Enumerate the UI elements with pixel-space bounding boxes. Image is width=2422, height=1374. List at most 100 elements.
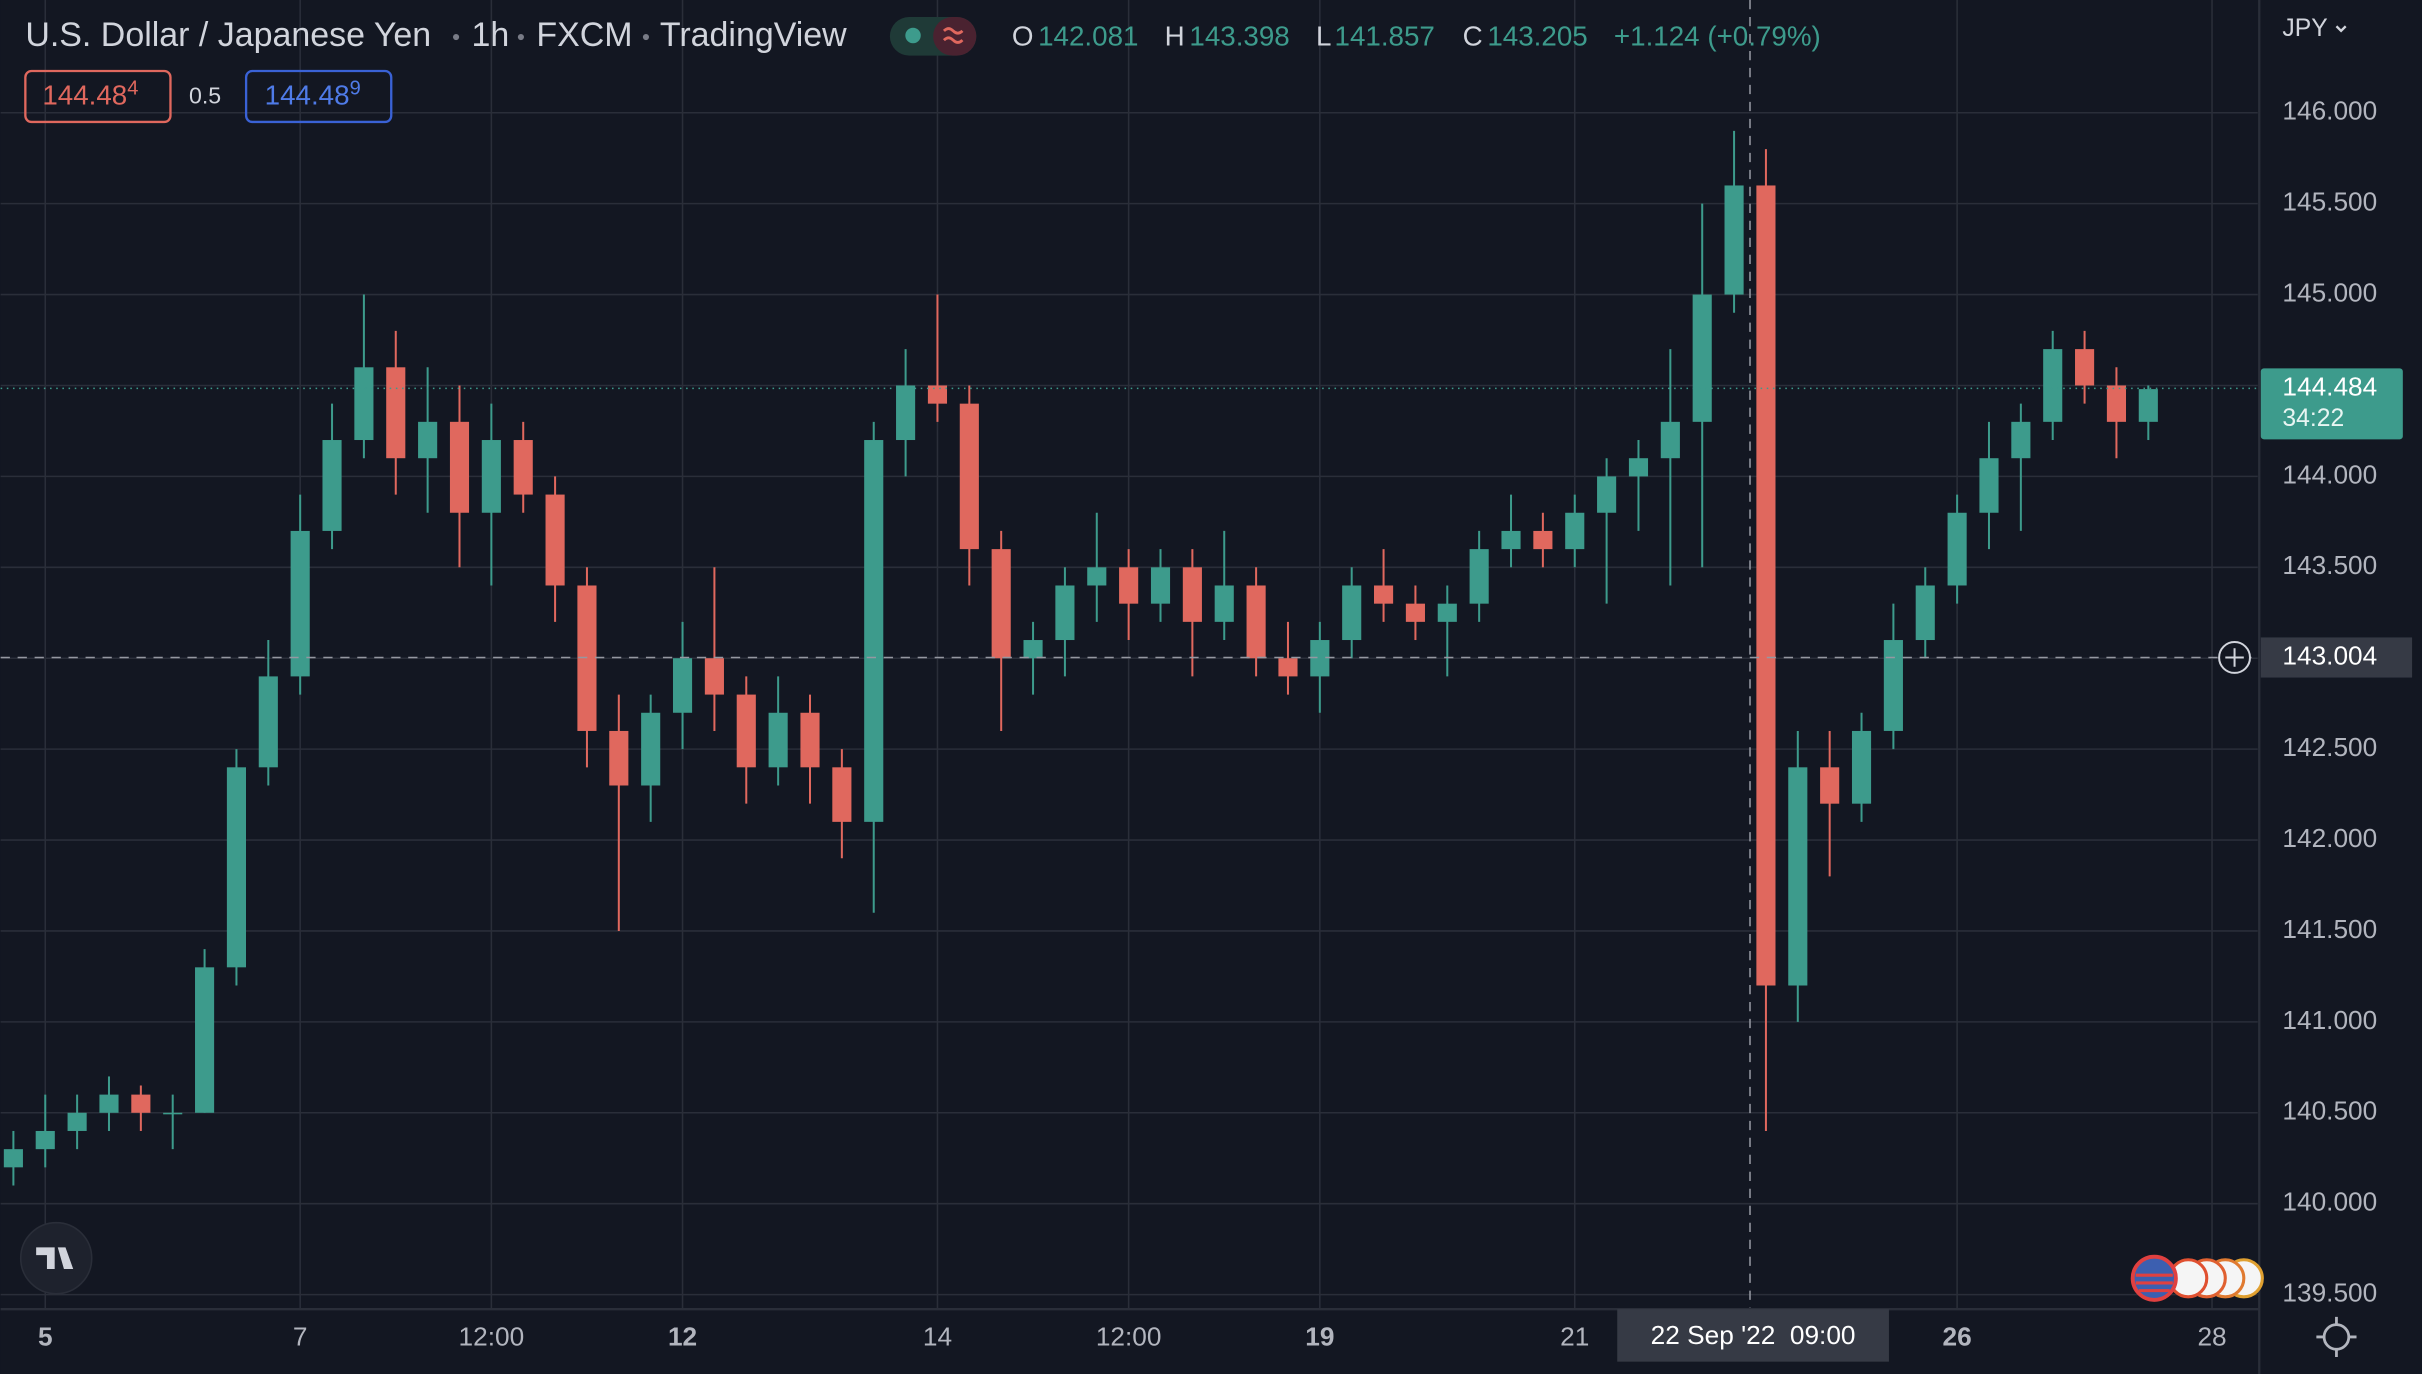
- change-value: +1.124 (+0.79%): [1614, 21, 1821, 52]
- candle-body: [832, 767, 852, 822]
- tv-logo[interactable]: [19, 1221, 93, 1295]
- candle-body: [1565, 512, 1585, 550]
- crosshair-x-box: [1617, 1309, 1889, 1362]
- y-tick-label: 146.000: [2282, 96, 2377, 126]
- candle-body: [1374, 585, 1394, 604]
- y-tick-label: 145.000: [2282, 277, 2377, 307]
- candle-body: [864, 440, 884, 822]
- buy-button[interactable]: [244, 69, 393, 124]
- spread: 0.5: [189, 82, 221, 108]
- candle-body: [1055, 585, 1075, 641]
- interval: 1h: [472, 16, 510, 54]
- candle-body: [609, 730, 629, 786]
- candle-body: [2043, 349, 2063, 422]
- candle-body: [1214, 585, 1234, 622]
- candle-body: [991, 549, 1011, 659]
- candle-body: [1087, 567, 1107, 586]
- y-tick-label: 140.000: [2282, 1187, 2377, 1217]
- y-tick-label: 145.500: [2282, 187, 2377, 217]
- candle-body: [163, 1112, 183, 1115]
- candle-body: [35, 1130, 55, 1150]
- candle-body: [1437, 603, 1457, 622]
- sell-main: 144.48: [42, 80, 127, 111]
- candle-body: [896, 385, 916, 441]
- symbol: U.S. Dollar / Japanese Yen: [25, 16, 431, 54]
- candle-body: [354, 367, 374, 441]
- candle-body: [1851, 730, 1872, 804]
- buy-main: 144.48: [265, 80, 350, 111]
- candle-body: [1628, 458, 1649, 477]
- candle-body: [1820, 767, 1840, 804]
- x-tick-label: 12:00: [1096, 1321, 1162, 1351]
- candle-body: [1724, 185, 1744, 295]
- candle-body: [1023, 640, 1043, 659]
- sell-price: 144.484: [42, 78, 138, 111]
- y-tick-label: 143.500: [2282, 550, 2377, 580]
- data-delay-icon: [942, 27, 964, 44]
- currency-chevron: [2335, 25, 2347, 33]
- x-tick-label: 26: [1943, 1321, 1972, 1351]
- low-value: 141.857: [1335, 21, 1435, 52]
- x-tick-label: 21: [1560, 1321, 1589, 1351]
- open-label: O: [1012, 21, 1034, 52]
- candle-body: [672, 658, 693, 713]
- currency[interactable]: JPY: [2282, 15, 2327, 42]
- y-tick-label: 141.000: [2282, 1005, 2377, 1035]
- candle-body: [322, 440, 342, 531]
- candle-body: [226, 767, 247, 968]
- candle-body: [258, 676, 278, 768]
- low-label: L: [1316, 21, 1331, 52]
- us-flag-event[interactable]: [2130, 1254, 2178, 1302]
- ohlc-legend: O 142.081 H 143.398 L 141.857 C 143.205 …: [1012, 21, 1821, 52]
- tv-logo-glyph: [36, 1247, 74, 1270]
- candle-body: [959, 403, 979, 550]
- candle-body: [2011, 421, 2031, 459]
- high-value: 143.398: [1189, 21, 1289, 52]
- buy-pip: 9: [350, 78, 361, 100]
- candle-body: [3, 1149, 23, 1168]
- candle-body: [704, 658, 724, 695]
- crosshair-y-label: 143.004: [2282, 640, 2377, 670]
- buy-price: 144.489: [265, 78, 361, 111]
- separator-dot: [452, 33, 460, 41]
- us-flag-stripes: [2135, 1273, 2173, 1293]
- candle-body: [2075, 349, 2095, 386]
- x-tick-label: 12:00: [459, 1321, 525, 1351]
- overlay: [0, 0, 2258, 1310]
- candle-body: [736, 694, 756, 768]
- candle-body: [449, 421, 470, 513]
- candle-body: [641, 712, 661, 786]
- candle-body: [1342, 585, 1362, 641]
- y-tick-label: 139.500: [2282, 1278, 2377, 1308]
- countdown: 34:22: [2282, 405, 2344, 432]
- candle-body: [1660, 421, 1680, 459]
- candle-body: [1278, 658, 1298, 677]
- candle-body: [1597, 476, 1617, 513]
- x-tick-label: 12: [668, 1321, 697, 1351]
- candle-body: [99, 1094, 119, 1113]
- candle-body: [800, 712, 820, 768]
- exchange: FXCM: [536, 16, 632, 54]
- settings-icon-rays: [2316, 1316, 2357, 1358]
- candle-body: [1533, 530, 1553, 550]
- sell-button[interactable]: [24, 69, 172, 124]
- candle-body: [1182, 567, 1202, 622]
- candle-body: [1756, 185, 1776, 986]
- high-label: H: [1165, 21, 1185, 52]
- candles: [3, 130, 2158, 1186]
- candle-body: [1501, 530, 1521, 550]
- candle-body: [2106, 385, 2127, 422]
- close-label: C: [1463, 21, 1483, 52]
- y-tick-label: 144.000: [2282, 459, 2377, 489]
- y-tick-label: 140.500: [2282, 1096, 2377, 1126]
- candle-body: [1119, 567, 1139, 604]
- x-tick-label: 28: [2197, 1321, 2226, 1351]
- candle-body: [768, 712, 788, 768]
- candle-body: [2138, 389, 2158, 422]
- status-pill-right[interactable]: [933, 16, 977, 56]
- candle-body: [1246, 585, 1266, 659]
- market-open-dot: [905, 27, 921, 44]
